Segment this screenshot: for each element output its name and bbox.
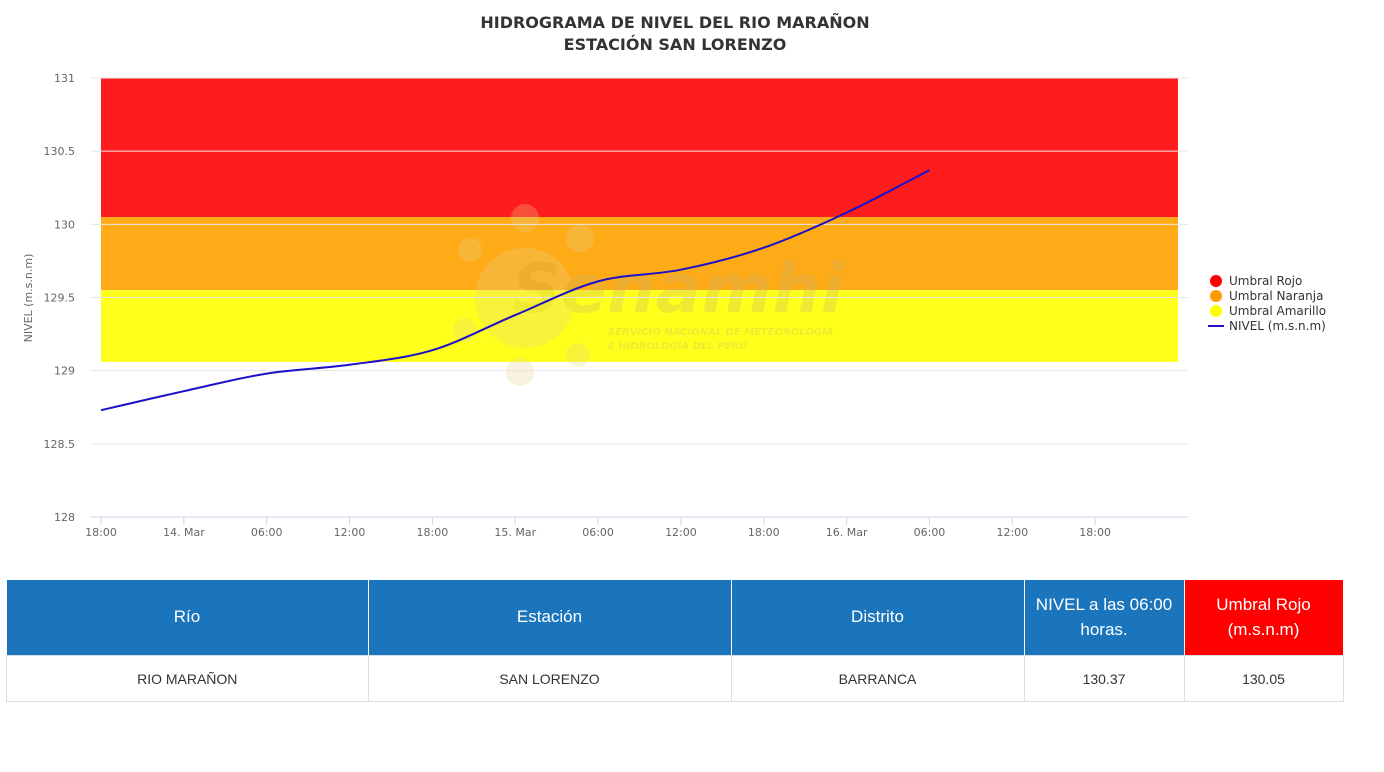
- x-tick-label: 16. Mar: [826, 526, 868, 539]
- x-tick-label: 18:00: [417, 526, 449, 539]
- x-tick-label: 14. Mar: [163, 526, 205, 539]
- y-tick-label: 130.5: [44, 145, 76, 158]
- legend-label: Umbral Naranja: [1229, 289, 1323, 303]
- series-line-nivel: [100, 169, 930, 412]
- series-layer: [100, 169, 930, 412]
- x-tick-label: 15. Mar: [494, 526, 536, 539]
- band-umbral-rojo: [101, 78, 1178, 218]
- header-estacion: Estación: [368, 580, 732, 656]
- senamhi-watermark: Senamhi SERVICIO NACIONAL DE METEOROLOGÍ…: [453, 204, 846, 386]
- cell-nivel: 130.37: [1023, 655, 1185, 702]
- header-rio: Río: [6, 580, 369, 656]
- x-tick-label: 06:00: [914, 526, 946, 539]
- y-tick-label: 128: [54, 511, 75, 524]
- band-umbral-amarillo: [101, 290, 1178, 362]
- chart-title-line-1: HIDROGRAMA DE NIVEL DEL RIO MARAÑON: [480, 13, 869, 32]
- x-tick-label: 06:00: [582, 526, 614, 539]
- band-umbral-naranja: [101, 217, 1178, 291]
- y-gridlines: [90, 77, 1188, 445]
- x-tick-label: 12:00: [334, 526, 366, 539]
- x-axis-ticks: 18:00 14. Mar 06:00 12:00 18:00 15. Mar 06:00 1…: [85, 517, 1111, 539]
- station-table: Río Estación Distrito NIVEL a las 06:00 …: [6, 580, 1344, 702]
- legend-marker-umbral-amarillo: [1210, 305, 1222, 317]
- y-tick-label: 131: [54, 72, 75, 85]
- table-row: RIO MARAÑON SAN LORENZO BARRANCA 130.37 …: [6, 655, 1344, 702]
- x-tick-label: 12:00: [996, 526, 1028, 539]
- hydrograph-chart: Senamhi SERVICIO NACIONAL DE METEOROLOGÍ…: [22, 13, 1326, 539]
- y-tick-label: 129.5: [44, 292, 76, 305]
- legend-marker-umbral-naranja: [1210, 290, 1222, 302]
- y-tick-label: 130: [54, 218, 75, 231]
- watermark-line-1: SERVICIO NACIONAL DE METEOROLOGÍA: [608, 325, 834, 338]
- threshold-bands: [101, 78, 1178, 362]
- cell-umbral-rojo: 130.05: [1183, 655, 1344, 702]
- header-umbral-rojo: Umbral Rojo (m.s.n.m): [1184, 580, 1344, 656]
- x-tick-label: 18:00: [85, 526, 117, 539]
- x-tick-label: 18:00: [748, 526, 780, 539]
- table-header-row: Río Estación Distrito NIVEL a las 06:00 …: [6, 580, 1344, 656]
- y-axis-label: NIVEL (m.s.n.m): [22, 254, 35, 343]
- legend-label: Umbral Amarillo: [1229, 304, 1326, 318]
- watermark-line-2: E HIDROLOGÍA DEL PERÚ: [608, 339, 748, 352]
- x-tick-label: 06:00: [251, 526, 283, 539]
- y-tick-label: 129: [54, 365, 75, 378]
- x-tick-label: 12:00: [665, 526, 697, 539]
- watermark-brand: Senamhi: [512, 250, 846, 329]
- chart-title-line-2: ESTACIÓN SAN LORENZO: [564, 35, 787, 54]
- cell-estacion: SAN LORENZO: [367, 655, 732, 702]
- y-axis-ticks: 128 128.5 129 129.5 130 130.5 131: [44, 72, 76, 524]
- legend-label: Umbral Rojo: [1229, 274, 1302, 288]
- y-tick-label: 128.5: [44, 438, 76, 451]
- header-nivel: NIVEL a las 06:00 horas.: [1024, 580, 1185, 656]
- cell-rio: RIO MARAÑON: [6, 655, 369, 702]
- cell-distrito: BARRANCA: [730, 655, 1025, 702]
- x-tick-label: 18:00: [1079, 526, 1111, 539]
- legend-label: NIVEL (m.s.n.m): [1229, 319, 1326, 333]
- legend-marker-umbral-rojo: [1210, 275, 1222, 287]
- header-distrito: Distrito: [731, 580, 1025, 656]
